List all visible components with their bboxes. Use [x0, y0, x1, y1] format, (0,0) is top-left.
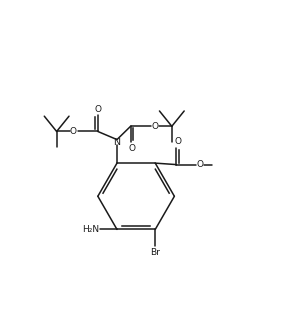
Text: O: O	[94, 105, 101, 114]
Text: N: N	[114, 138, 120, 147]
Text: O: O	[197, 160, 204, 169]
Text: O: O	[70, 127, 77, 136]
Text: O: O	[128, 144, 135, 154]
Text: Br: Br	[150, 247, 160, 257]
Text: O: O	[152, 122, 158, 131]
Text: O: O	[174, 137, 181, 146]
Text: H₂N: H₂N	[82, 225, 99, 234]
